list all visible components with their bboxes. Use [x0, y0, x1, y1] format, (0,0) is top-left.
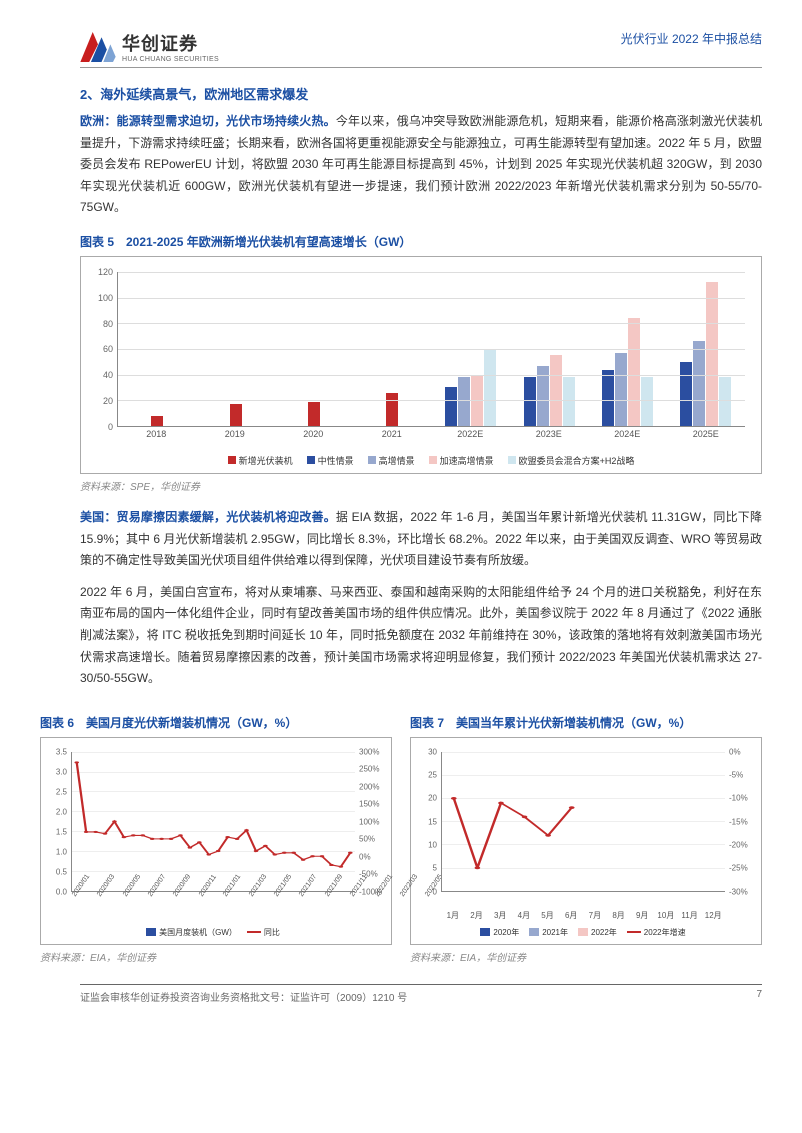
fig5-title: 图表 5 2021-2025 年欧洲新增光伏装机有望高速增长（GW） — [80, 233, 762, 250]
logo-mark-icon — [80, 32, 116, 62]
fig6-chart: 0.00.51.01.52.02.53.03.5-100%-50%0%50%10… — [40, 737, 392, 945]
para-us-2: 2022 年 6 月，美国白宫宣布，将对从柬埔寨、马来西亚、泰国和越南采购的太阳… — [80, 582, 762, 690]
page-header: 华创证券 HUA CHUANG SECURITIES 光伏行业 2022 年中报… — [80, 30, 762, 68]
document-title: 光伏行业 2022 年中报总结 — [621, 30, 762, 47]
para-us-lead: 美国：贸易摩擦因素缓解，光伏装机将迎改善。 — [80, 510, 336, 524]
para-europe-lead: 欧洲：能源转型需求迫切，光伏市场持续火热。 — [80, 114, 336, 128]
fig7-chart: 0510152025300%-5%-10%-15%-20%-25%-30%1月2… — [410, 737, 762, 945]
logo: 华创证券 HUA CHUANG SECURITIES — [80, 30, 219, 63]
para-europe: 欧洲：能源转型需求迫切，光伏市场持续火热。今年以来，俄乌冲突导致欧洲能源危机，短… — [80, 111, 762, 219]
page-footer: 证监会审核华创证券投资咨询业务资格批文号：证监许可（2009）1210 号 7 — [80, 984, 762, 1004]
fig7-source: 资料来源：EIA，华创证券 — [410, 949, 762, 964]
section-title: 2、海外延续高景气，欧洲地区需求爆发 — [80, 84, 762, 103]
logo-text-cn: 华创证券 — [122, 30, 219, 56]
fig6-title: 图表 6 美国月度光伏新增装机情况（GW，%） — [40, 714, 392, 731]
para-europe-body: 今年以来，俄乌冲突导致欧洲能源危机，短期来看，能源价格高涨刺激光伏装机量提升，下… — [80, 114, 762, 214]
page-number: 7 — [756, 989, 762, 1004]
fig5-chart: 02040608010012020182019202020212022E2023… — [80, 256, 762, 474]
fig6-source: 资料来源：EIA，华创证券 — [40, 949, 392, 964]
fig7-title: 图表 7 美国当年累计光伏新增装机情况（GW，%） — [410, 714, 762, 731]
logo-text-en: HUA CHUANG SECURITIES — [122, 56, 219, 63]
footer-left: 证监会审核华创证券投资咨询业务资格批文号：证监许可（2009）1210 号 — [80, 989, 407, 1004]
para-us-1: 美国：贸易摩擦因素缓解，光伏装机将迎改善。据 EIA 数据，2022 年 1-6… — [80, 507, 762, 572]
fig5-source: 资料来源：SPE，华创证券 — [80, 478, 762, 493]
